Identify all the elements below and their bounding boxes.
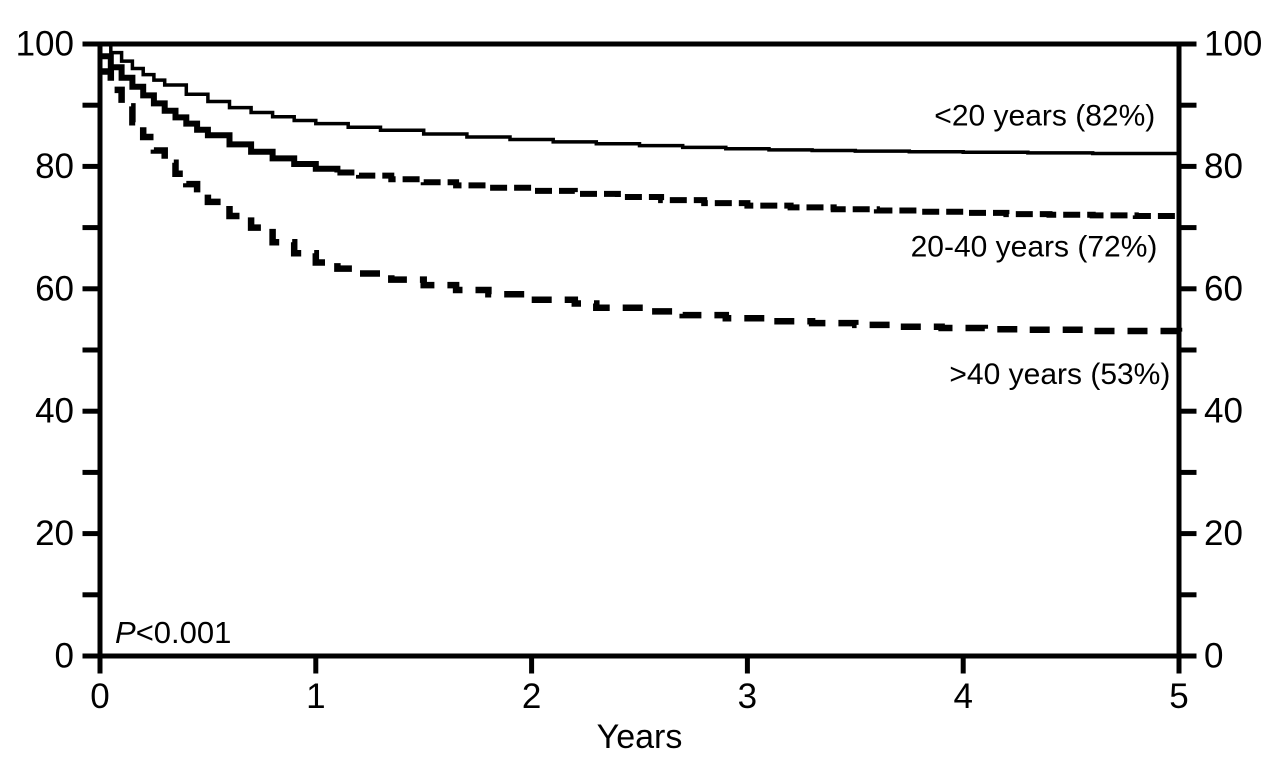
series-label-2: >40 years (53%) xyxy=(949,358,1170,391)
x-axis-tick-label: 1 xyxy=(306,677,325,716)
y-axis-label-left: 0 xyxy=(55,637,74,676)
x-axis-tick-label: 3 xyxy=(738,677,757,716)
x-axis-tick-label: 4 xyxy=(953,677,972,716)
y-axis-label-left: 20 xyxy=(35,514,74,553)
series-line-1 xyxy=(100,53,341,173)
y-axis-label-right: 40 xyxy=(1204,392,1243,431)
series-line-2 xyxy=(100,68,1183,335)
y-axis-label-right: 100 xyxy=(1204,25,1262,64)
y-axis-label-left: 40 xyxy=(35,392,74,431)
y-axis-label-right: 60 xyxy=(1204,269,1243,308)
p-value-annotation: P<0.001 xyxy=(115,615,231,650)
y-axis-label-left: 80 xyxy=(35,147,74,186)
y-axis-label-right: 80 xyxy=(1204,147,1243,186)
series-label-0: <20 years (82%) xyxy=(934,100,1155,133)
y-axis-label-left: 100 xyxy=(16,25,74,64)
x-axis-tick-label: 5 xyxy=(1169,677,1188,716)
x-axis-tick-label: 0 xyxy=(90,677,109,716)
axis-frame xyxy=(97,41,1182,659)
y-axis-label-right: 20 xyxy=(1204,514,1243,553)
series-line-0 xyxy=(100,42,1181,156)
series-label-1: 20-40 years (72%) xyxy=(911,231,1158,264)
x-axis-title: Years xyxy=(597,718,683,756)
y-axis-label-right: 0 xyxy=(1204,637,1223,676)
x-axis-tick-label: 2 xyxy=(522,677,541,716)
series-line-1 xyxy=(337,169,1182,219)
y-axis-label-left: 60 xyxy=(35,269,74,308)
